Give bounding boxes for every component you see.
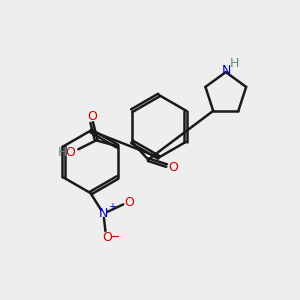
Text: N: N (99, 207, 109, 220)
Text: O: O (124, 196, 134, 209)
Text: O: O (65, 146, 75, 159)
Text: O: O (102, 231, 112, 244)
Text: H: H (230, 57, 239, 70)
Text: −: − (110, 231, 120, 244)
Text: N: N (222, 64, 231, 77)
Text: H: H (57, 146, 67, 159)
Text: +: + (108, 202, 116, 212)
Text: O: O (168, 160, 178, 174)
Text: O: O (87, 110, 97, 123)
